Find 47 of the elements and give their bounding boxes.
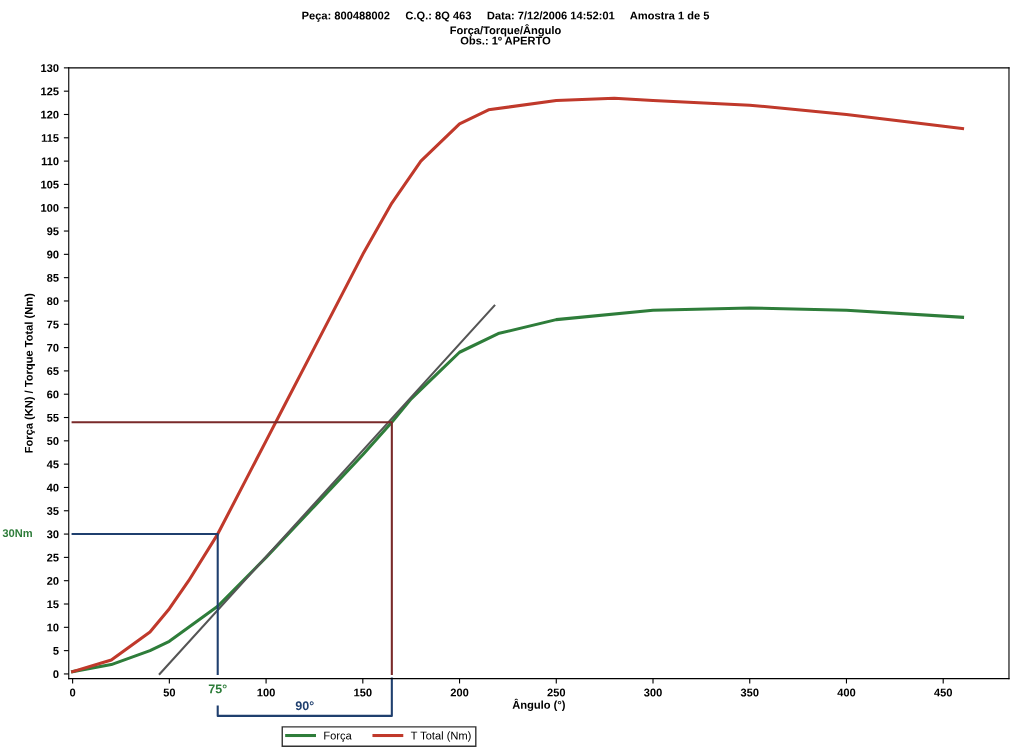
y-tick-label: 105: [41, 180, 59, 189]
x-tick-label: 300: [643, 688, 662, 697]
y-tick-label: 100: [41, 203, 59, 212]
y-tick-label: 50: [47, 437, 59, 445]
y-tick-label: 75: [47, 320, 59, 329]
y-tick-label: 0: [53, 670, 59, 679]
chart-subtitle: Força/Torque/Ângulo Obs.: 1º APERTO: [450, 24, 561, 45]
text: 75°: [208, 684, 227, 694]
line-series: [71, 96, 965, 674]
y-tick-label: 40: [46, 483, 59, 492]
x-tick-label: 450: [934, 688, 953, 697]
y-tick-label: 5: [53, 647, 59, 655]
x-tick-label: 250: [547, 688, 566, 697]
y-tick-label: 110: [41, 157, 59, 166]
y-tick-label: 25: [47, 553, 59, 562]
text: 30Nm: [2, 529, 32, 538]
legend-label: T Total (Nm): [410, 731, 471, 742]
x-axis-title: Ângulo (°): [512, 698, 565, 711]
y-tick-label: 70: [47, 343, 59, 352]
y-tick-label: 95: [47, 227, 59, 236]
y-tick-label: 10: [47, 623, 59, 632]
legend-label: Força: [324, 731, 352, 742]
chart-title: Peça: 800488002 C.Q.: 8Q 463 Data: 7/12/2006 14:52:01 Amostra 1 de 5: [302, 11, 710, 22]
x-tick-label: 200: [450, 688, 469, 697]
y-tick-label: 20: [47, 576, 59, 585]
y-tick-label: 35: [46, 507, 59, 515]
y-tick-label: 65: [47, 367, 59, 376]
y-tick-label: 15: [47, 600, 59, 609]
y-tick-label: 125: [41, 87, 59, 96]
x-tick-label: 350: [740, 688, 759, 697]
text: 90°: [295, 701, 314, 711]
x-tick-label: 50: [163, 688, 176, 697]
y-tick-label: 45: [46, 460, 59, 469]
y-tick-label: 120: [41, 110, 59, 119]
y-tick-label: 85: [47, 273, 59, 282]
y-tick-label: 115: [41, 134, 59, 142]
y-tick-label: 90: [47, 250, 59, 259]
y-tick-label: 130: [41, 64, 59, 73]
x-tick-label: 0: [69, 688, 76, 697]
y-tick-label: 60: [47, 390, 59, 399]
y-tick-label: 30: [46, 530, 59, 539]
x-tick-label: 150: [354, 688, 372, 697]
y-axis-title: Força (KN) / Torque Total (Nm): [24, 293, 35, 453]
x-tick-label: 400: [837, 688, 856, 697]
y-tick-label: 55: [47, 413, 59, 422]
x-tick-label: 100: [257, 688, 275, 697]
y-tick-label: 80: [47, 297, 59, 306]
